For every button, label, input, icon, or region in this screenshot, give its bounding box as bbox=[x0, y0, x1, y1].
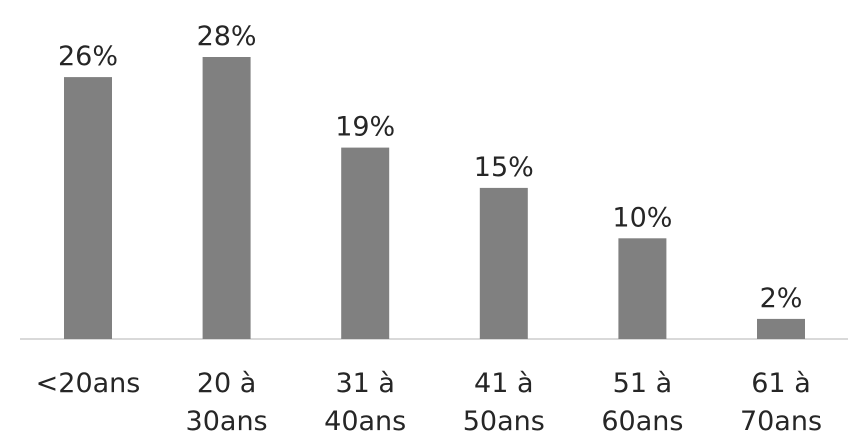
data-label-1: 28% bbox=[197, 21, 257, 52]
bar-5 bbox=[757, 318, 805, 339]
data-label-4: 10% bbox=[612, 202, 672, 233]
category-label-4: 51 à 60ans bbox=[601, 368, 683, 437]
bar-2 bbox=[341, 147, 390, 339]
data-label-5: 2% bbox=[760, 283, 803, 314]
category-label-1: 20 à 30ans bbox=[186, 368, 268, 437]
bar-0 bbox=[64, 77, 112, 339]
category-label-2: 31 à 40ans bbox=[324, 368, 406, 437]
category-labels-group: <20ans 20 à 30ans 31 à 40ans 41 à 50ans 51 à 60a… bbox=[36, 368, 822, 437]
data-label-2: 19% bbox=[335, 112, 395, 143]
data-label-0: 26% bbox=[58, 41, 118, 72]
bar-1 bbox=[202, 57, 251, 339]
bars-group bbox=[64, 57, 805, 339]
bar-3 bbox=[479, 187, 528, 339]
data-labels-group: 26% 28% 19% 15% 10% 2% bbox=[58, 21, 802, 314]
category-label-3: 41 à 50ans bbox=[463, 368, 545, 437]
category-label-5: 61 à 70ans bbox=[740, 368, 822, 437]
data-label-3: 15% bbox=[474, 152, 534, 183]
category-label-0: <20ans bbox=[36, 368, 141, 399]
bar-4 bbox=[618, 238, 667, 339]
